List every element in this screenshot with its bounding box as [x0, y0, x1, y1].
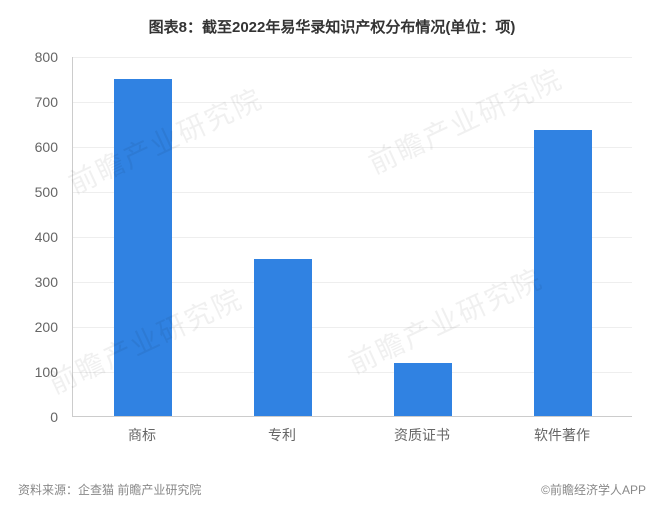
bar: [254, 259, 313, 417]
y-axis: 0 100 200 300 400 500 600 700 800: [22, 47, 68, 447]
bar: [534, 130, 593, 416]
y-tick-label: 700: [35, 94, 58, 110]
x-tick-label: 资质证书: [394, 425, 450, 445]
source-label: 资料来源：企查猫 前瞻产业研究院: [18, 481, 201, 498]
y-tick-label: 200: [35, 319, 58, 335]
y-tick-label: 800: [35, 49, 58, 65]
copyright-label: ©前瞻经济学人APP: [541, 481, 646, 498]
bar: [394, 363, 453, 416]
y-tick-label: 0: [50, 409, 58, 425]
x-tick-label: 软件著作: [534, 425, 590, 445]
x-tick-label: 专利: [268, 425, 296, 445]
footer: 资料来源：企查猫 前瞻产业研究院 ©前瞻经济学人APP: [18, 481, 646, 498]
x-tick-label: 商标: [128, 425, 156, 445]
chart-area: 0 100 200 300 400 500 600 700 800 商标 专利 资质证书 软件著作: [22, 47, 642, 447]
y-tick-label: 500: [35, 184, 58, 200]
y-tick-label: 400: [35, 229, 58, 245]
x-axis-labels: 商标 专利 资质证书 软件著作: [72, 425, 632, 447]
y-tick-label: 600: [35, 139, 58, 155]
plot-area: [72, 57, 632, 417]
bar: [114, 79, 173, 417]
y-tick-label: 100: [35, 364, 58, 380]
y-tick-label: 300: [35, 274, 58, 290]
chart-title: 图表8：截至2022年易华录知识产权分布情况(单位：项): [0, 0, 664, 47]
gridline: [73, 57, 632, 58]
